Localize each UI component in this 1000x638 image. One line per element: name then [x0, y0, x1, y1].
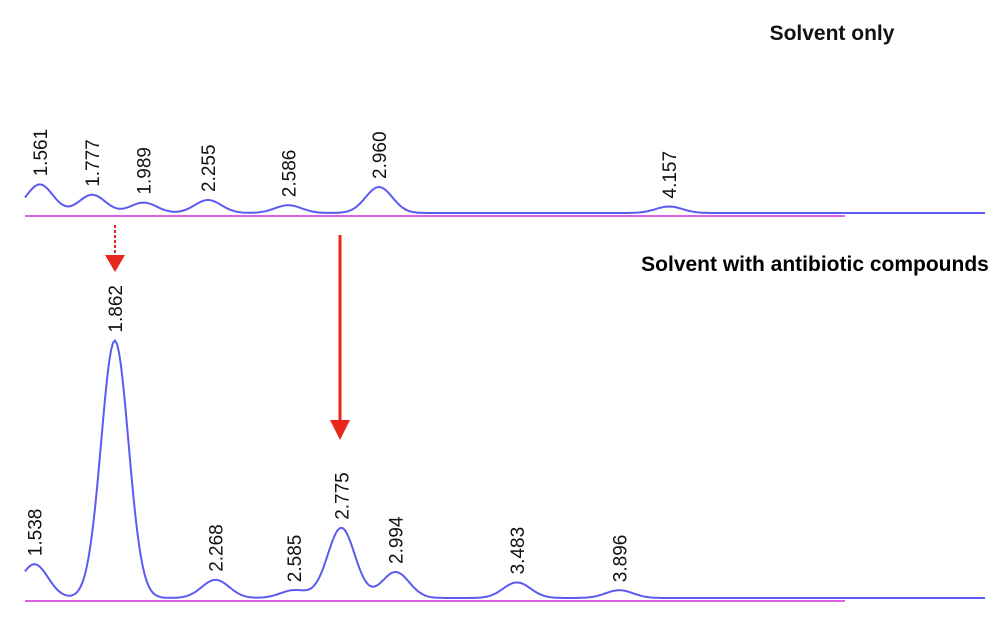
peak-apex — [516, 581, 518, 583]
peak-apex — [293, 589, 295, 591]
arrow-head — [105, 255, 125, 272]
peak-label: 1.862 — [106, 285, 127, 333]
peak-label: 1.989 — [135, 147, 156, 195]
peak-label: 3.896 — [610, 535, 631, 583]
peak-label: 1.777 — [83, 139, 104, 187]
arrow-head — [330, 420, 350, 440]
peak-label: 2.586 — [279, 150, 300, 198]
peak-apex — [287, 204, 289, 206]
peak-apex — [668, 206, 670, 207]
peak-apex — [39, 183, 41, 185]
peak-label: 4.157 — [660, 151, 681, 199]
peak-apex — [395, 571, 397, 573]
arrows — [105, 225, 350, 440]
chromatogram-curve — [24, 183, 985, 214]
chart-title: Solvent with antibiotic compounds — [641, 253, 989, 276]
peak-apex — [143, 202, 145, 204]
peak-apex — [618, 589, 620, 591]
peak-label: 3.483 — [508, 527, 529, 575]
chart-title-box: Solvent with antibiotic compounds — [641, 253, 989, 276]
peak-label: 2.775 — [332, 472, 353, 520]
peak-label: 2.255 — [199, 144, 220, 192]
peak-apex — [33, 563, 35, 565]
chromatogram-curve — [24, 338, 985, 599]
peak-apex — [378, 186, 380, 188]
peak-apex — [207, 199, 209, 201]
peak-label: 2.994 — [387, 516, 408, 564]
chart-title: Solvent only — [770, 22, 895, 45]
peak-label: 2.960 — [370, 131, 391, 179]
peak-label: 1.538 — [25, 509, 46, 557]
peak-apex — [114, 340, 116, 342]
peak-apex — [340, 527, 342, 529]
peak-label: 2.268 — [207, 524, 228, 572]
peak-label: 2.585 — [285, 535, 306, 583]
peak-label: 1.561 — [31, 129, 52, 177]
peak-apex — [91, 194, 93, 196]
peak-apex — [215, 579, 217, 581]
